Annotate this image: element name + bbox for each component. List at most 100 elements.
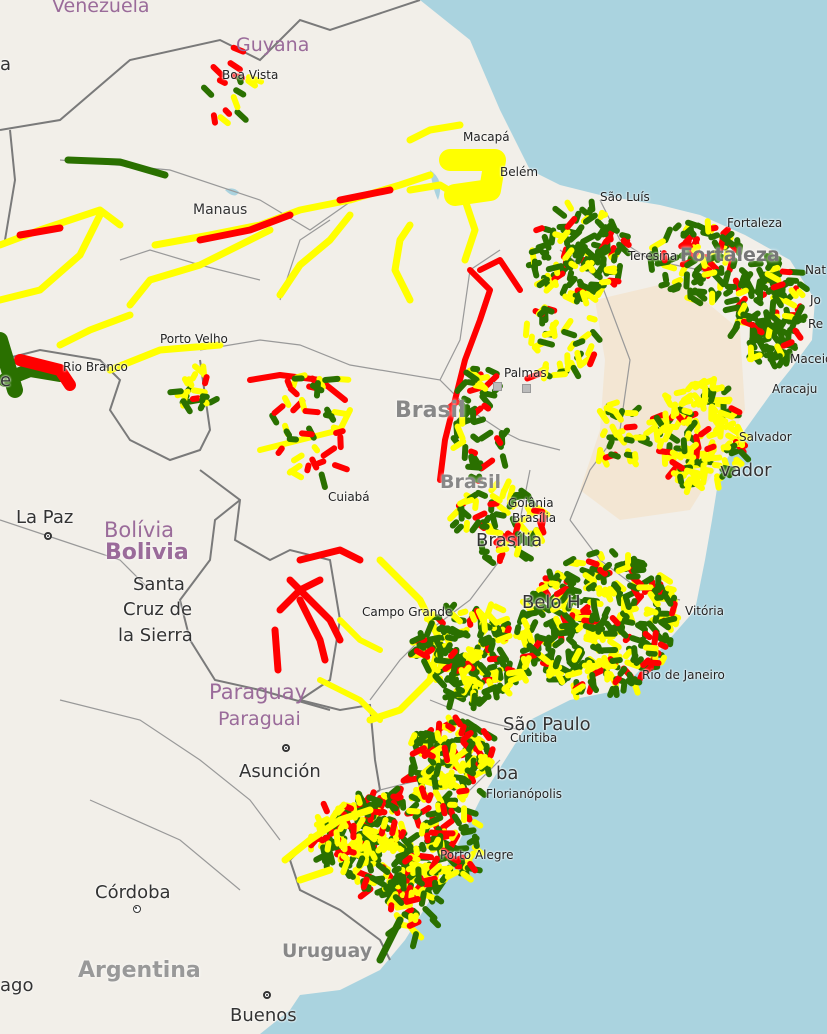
road-segment	[658, 280, 670, 289]
road-segment	[457, 608, 469, 617]
road-segment	[517, 549, 534, 562]
road-segment	[721, 385, 732, 396]
road-segment	[524, 504, 533, 515]
city-label-maceio: Maceió	[790, 352, 827, 366]
road-segment	[403, 906, 415, 916]
road-segment	[500, 427, 511, 438]
road-segment	[468, 453, 476, 468]
road-segment	[354, 816, 366, 832]
road-segment	[516, 516, 529, 525]
road-segment	[585, 343, 595, 357]
road-segment	[597, 244, 609, 255]
road-segment	[506, 484, 516, 503]
road-segment	[440, 817, 456, 831]
road-segment	[362, 828, 378, 843]
road-segment	[458, 723, 467, 737]
road-segment	[505, 668, 525, 677]
road-segment	[722, 249, 731, 266]
road-segment	[657, 641, 669, 650]
road-segment	[653, 414, 665, 428]
road-segment	[769, 299, 777, 316]
road-segment	[457, 506, 472, 520]
road-segment	[425, 661, 441, 674]
road-segment	[551, 270, 566, 282]
road-segment	[660, 262, 678, 272]
road-segment	[462, 496, 475, 505]
road-segment	[570, 608, 582, 616]
road-segment	[606, 438, 615, 450]
road-segment	[362, 825, 379, 835]
road-segment	[217, 114, 231, 127]
road-segment	[333, 428, 346, 437]
city-label-cuiaba: Cuiabá	[328, 490, 370, 504]
road-segment	[446, 692, 456, 711]
road-segment	[528, 246, 544, 256]
road-segment	[606, 277, 622, 285]
road-segment	[487, 746, 496, 759]
road-segment	[434, 802, 442, 813]
road-segment	[432, 788, 445, 806]
road-segment	[190, 387, 208, 396]
road-segment	[466, 740, 476, 753]
road-segment	[582, 212, 598, 225]
city-label-manaus: Manaus	[193, 202, 248, 218]
road-segment	[552, 205, 568, 219]
country-label-bolivia-en: Bolivia	[105, 540, 189, 565]
city-label-brasilia-lg: Brasília	[476, 530, 543, 551]
road-segment	[595, 446, 604, 465]
road-segment	[330, 424, 341, 432]
road-segment	[537, 338, 556, 348]
road-segment	[740, 318, 758, 330]
city-label-rio-branco: Rio Branco	[63, 360, 128, 374]
road-segment	[611, 581, 622, 592]
road-segment	[492, 689, 500, 701]
road-segment	[460, 729, 474, 743]
city-label-belem: Belém	[500, 165, 539, 179]
road-segment	[395, 850, 411, 860]
road-segment	[429, 916, 442, 929]
road-segment	[318, 471, 328, 490]
city-label-santa-cruz-2: Cruz de	[123, 599, 193, 620]
road-segment	[704, 218, 712, 235]
road-segment	[281, 395, 292, 408]
road-condition-layer[interactable]	[0, 44, 810, 964]
road-segment	[554, 669, 566, 686]
road-segment	[501, 681, 514, 693]
road-segment	[309, 456, 320, 471]
road-segment	[747, 260, 764, 268]
road-segment	[478, 429, 494, 442]
road-segment	[698, 252, 708, 269]
road-segment	[276, 576, 324, 614]
road-segment	[755, 319, 765, 329]
road-segment	[452, 759, 464, 774]
road-segment	[564, 570, 581, 583]
road-segment	[638, 637, 651, 647]
road-segment	[200, 84, 215, 98]
road-segment	[472, 498, 479, 512]
road-segment	[276, 211, 354, 299]
city-label-ghost-a: a	[0, 54, 12, 75]
road-segment	[322, 375, 341, 384]
city-label-salvador-lg: vador	[720, 460, 772, 481]
road-segment	[570, 683, 586, 695]
road-segment	[711, 412, 729, 425]
road-segment	[659, 615, 678, 625]
road-segment	[740, 311, 751, 319]
road-segment	[647, 254, 655, 273]
road-segment	[670, 285, 681, 293]
road-segment	[750, 327, 759, 344]
road-segment	[507, 674, 524, 684]
road-segment	[701, 269, 718, 278]
road-segment	[522, 320, 530, 339]
country-label-paraguay: Paraguay	[209, 680, 308, 704]
road-segment	[472, 649, 484, 656]
road-segment	[455, 685, 466, 694]
road-segment	[603, 404, 620, 415]
road-segment	[685, 381, 696, 393]
road-segment	[443, 602, 453, 617]
road-segment	[479, 393, 494, 409]
road-segment	[620, 237, 632, 248]
road-segment	[448, 657, 466, 667]
